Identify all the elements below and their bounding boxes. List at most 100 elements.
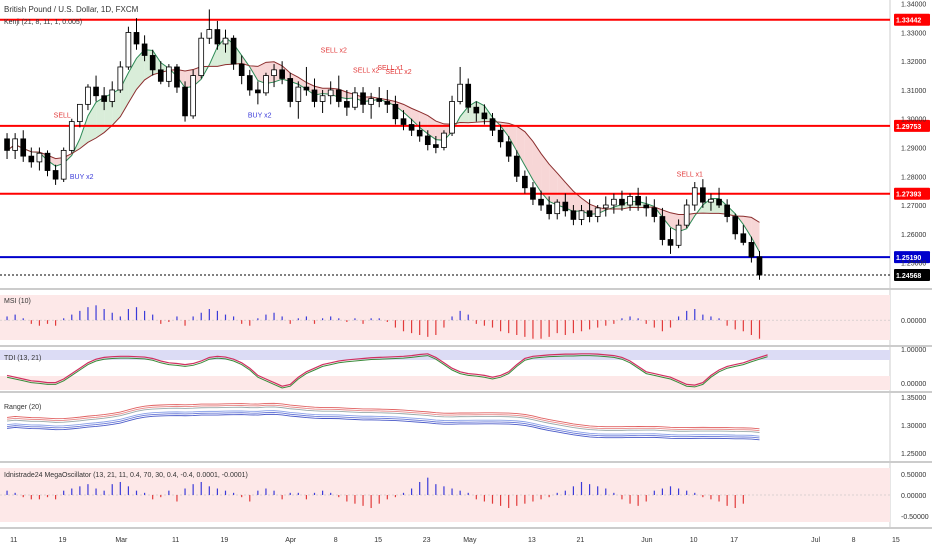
upper-band bbox=[0, 350, 890, 360]
candle-body bbox=[52, 170, 59, 180]
signal-label: BUY x2 bbox=[248, 112, 272, 119]
ranger-band-line bbox=[6, 410, 760, 437]
candle-body bbox=[12, 138, 18, 151]
time-tick-label: 8 bbox=[852, 537, 856, 544]
candle-body bbox=[554, 201, 561, 215]
candle-body bbox=[732, 216, 739, 235]
candle-body bbox=[271, 69, 277, 76]
lower-band bbox=[0, 376, 890, 390]
cloud-segment bbox=[419, 111, 428, 134]
time-axis: 11 19 Mar 11 19 Apr 8 15 23 May 13 21 Jun 10 17 Jul 8 15 bbox=[10, 537, 900, 544]
pane-tick-label: 0.00000 bbox=[901, 381, 926, 388]
candle-body bbox=[44, 152, 51, 171]
candle-body bbox=[198, 37, 205, 76]
candle-body bbox=[570, 210, 577, 220]
time-tick-label: 21 bbox=[577, 537, 585, 544]
megaoscillator-label: Idnistrade24 MegaOscillator (13, 21, 11,… bbox=[4, 472, 248, 479]
cloud-segment bbox=[96, 97, 105, 139]
candle-body bbox=[295, 86, 302, 102]
candles bbox=[4, 9, 763, 280]
slow-line bbox=[6, 61, 760, 223]
candle-body bbox=[465, 83, 472, 108]
candle-body bbox=[36, 152, 43, 163]
time-tick-label: 10 bbox=[690, 537, 698, 544]
time-tick-label: 19 bbox=[59, 537, 67, 544]
candle-body bbox=[238, 63, 245, 76]
cloud-segment bbox=[743, 216, 752, 238]
candle-body bbox=[481, 112, 488, 120]
candle-body bbox=[433, 144, 439, 148]
candle-body bbox=[20, 138, 27, 157]
candle-body bbox=[28, 155, 35, 163]
signal-label: SELL x2 bbox=[385, 69, 411, 76]
price-axis: 1.34000 1.33000 1.32000 1.31000 1.30000 1.290… bbox=[901, 2, 926, 268]
candle-body bbox=[740, 233, 747, 243]
candle-body bbox=[335, 89, 342, 102]
cloud-segment bbox=[581, 198, 590, 215]
price-tick-label: 1.32000 bbox=[901, 59, 926, 66]
candle-body bbox=[489, 118, 496, 131]
candle-body bbox=[206, 29, 213, 39]
level-tag bbox=[894, 268, 930, 281]
cloud-segment bbox=[532, 141, 542, 193]
candle-body bbox=[190, 75, 196, 117]
candle-body bbox=[60, 149, 67, 180]
signal-label: SELL x2 bbox=[321, 48, 347, 55]
price-tick-label: 1.31000 bbox=[901, 88, 926, 95]
msi-label: MSI (10) bbox=[4, 298, 31, 305]
cloud-segment bbox=[516, 126, 525, 166]
candle-body bbox=[441, 132, 447, 148]
signal-label: SELL x1 bbox=[377, 65, 403, 72]
candle-body bbox=[352, 92, 358, 108]
candle-body bbox=[594, 207, 601, 217]
candle-body bbox=[4, 138, 10, 151]
price-tick-label: 1.25000 bbox=[901, 261, 926, 268]
cloud-segment bbox=[87, 102, 97, 143]
cloud-segment bbox=[460, 106, 469, 123]
candle-body bbox=[327, 89, 334, 97]
pane-tick-label: 1.30000 bbox=[901, 423, 926, 430]
tdi-signal-line bbox=[6, 355, 768, 389]
candle-body bbox=[675, 224, 682, 246]
level-lines: 1.33442 1.29753 1.27393 1.25190 1.24568 bbox=[0, 13, 930, 281]
candle-body bbox=[68, 121, 75, 151]
cloud-segment bbox=[298, 77, 307, 90]
candle-body bbox=[214, 29, 221, 45]
cloud-segment bbox=[573, 191, 582, 212]
candle-body bbox=[246, 75, 253, 91]
candle-body bbox=[101, 95, 107, 102]
candle-body bbox=[416, 129, 423, 137]
pane-tick-label: 1.00000 bbox=[901, 347, 926, 354]
cloud-segment bbox=[411, 108, 420, 128]
candle-body bbox=[408, 124, 415, 131]
pane-tick-label: 1.35000 bbox=[901, 395, 926, 402]
tdi-label: TDI (13, 21) bbox=[4, 355, 41, 362]
candle-body bbox=[117, 66, 124, 91]
candle-body bbox=[505, 141, 512, 157]
candle-body bbox=[424, 135, 431, 146]
msi-pane: 0.00000 bbox=[0, 295, 926, 340]
candle-body bbox=[691, 187, 698, 206]
cloud-segment bbox=[403, 104, 412, 120]
candle-body bbox=[93, 86, 99, 97]
level-value: 1.25190 bbox=[896, 255, 921, 262]
candle-body bbox=[586, 210, 593, 217]
candle-body bbox=[513, 155, 520, 177]
candle-body bbox=[384, 101, 391, 105]
candle-body bbox=[651, 207, 658, 217]
candle-body bbox=[400, 118, 407, 125]
candle-body bbox=[157, 69, 164, 82]
candle-body bbox=[149, 55, 156, 71]
candle-body bbox=[627, 195, 633, 206]
ranger-band-line bbox=[6, 406, 760, 433]
candle-body bbox=[392, 103, 399, 120]
candle-body bbox=[360, 92, 366, 105]
candle-body bbox=[279, 69, 285, 79]
cloud-segment bbox=[751, 217, 760, 252]
candle-body bbox=[230, 37, 237, 65]
candle-body bbox=[700, 187, 706, 203]
candle-body bbox=[756, 256, 763, 276]
candle-body bbox=[77, 103, 83, 123]
candle-body bbox=[222, 37, 229, 45]
